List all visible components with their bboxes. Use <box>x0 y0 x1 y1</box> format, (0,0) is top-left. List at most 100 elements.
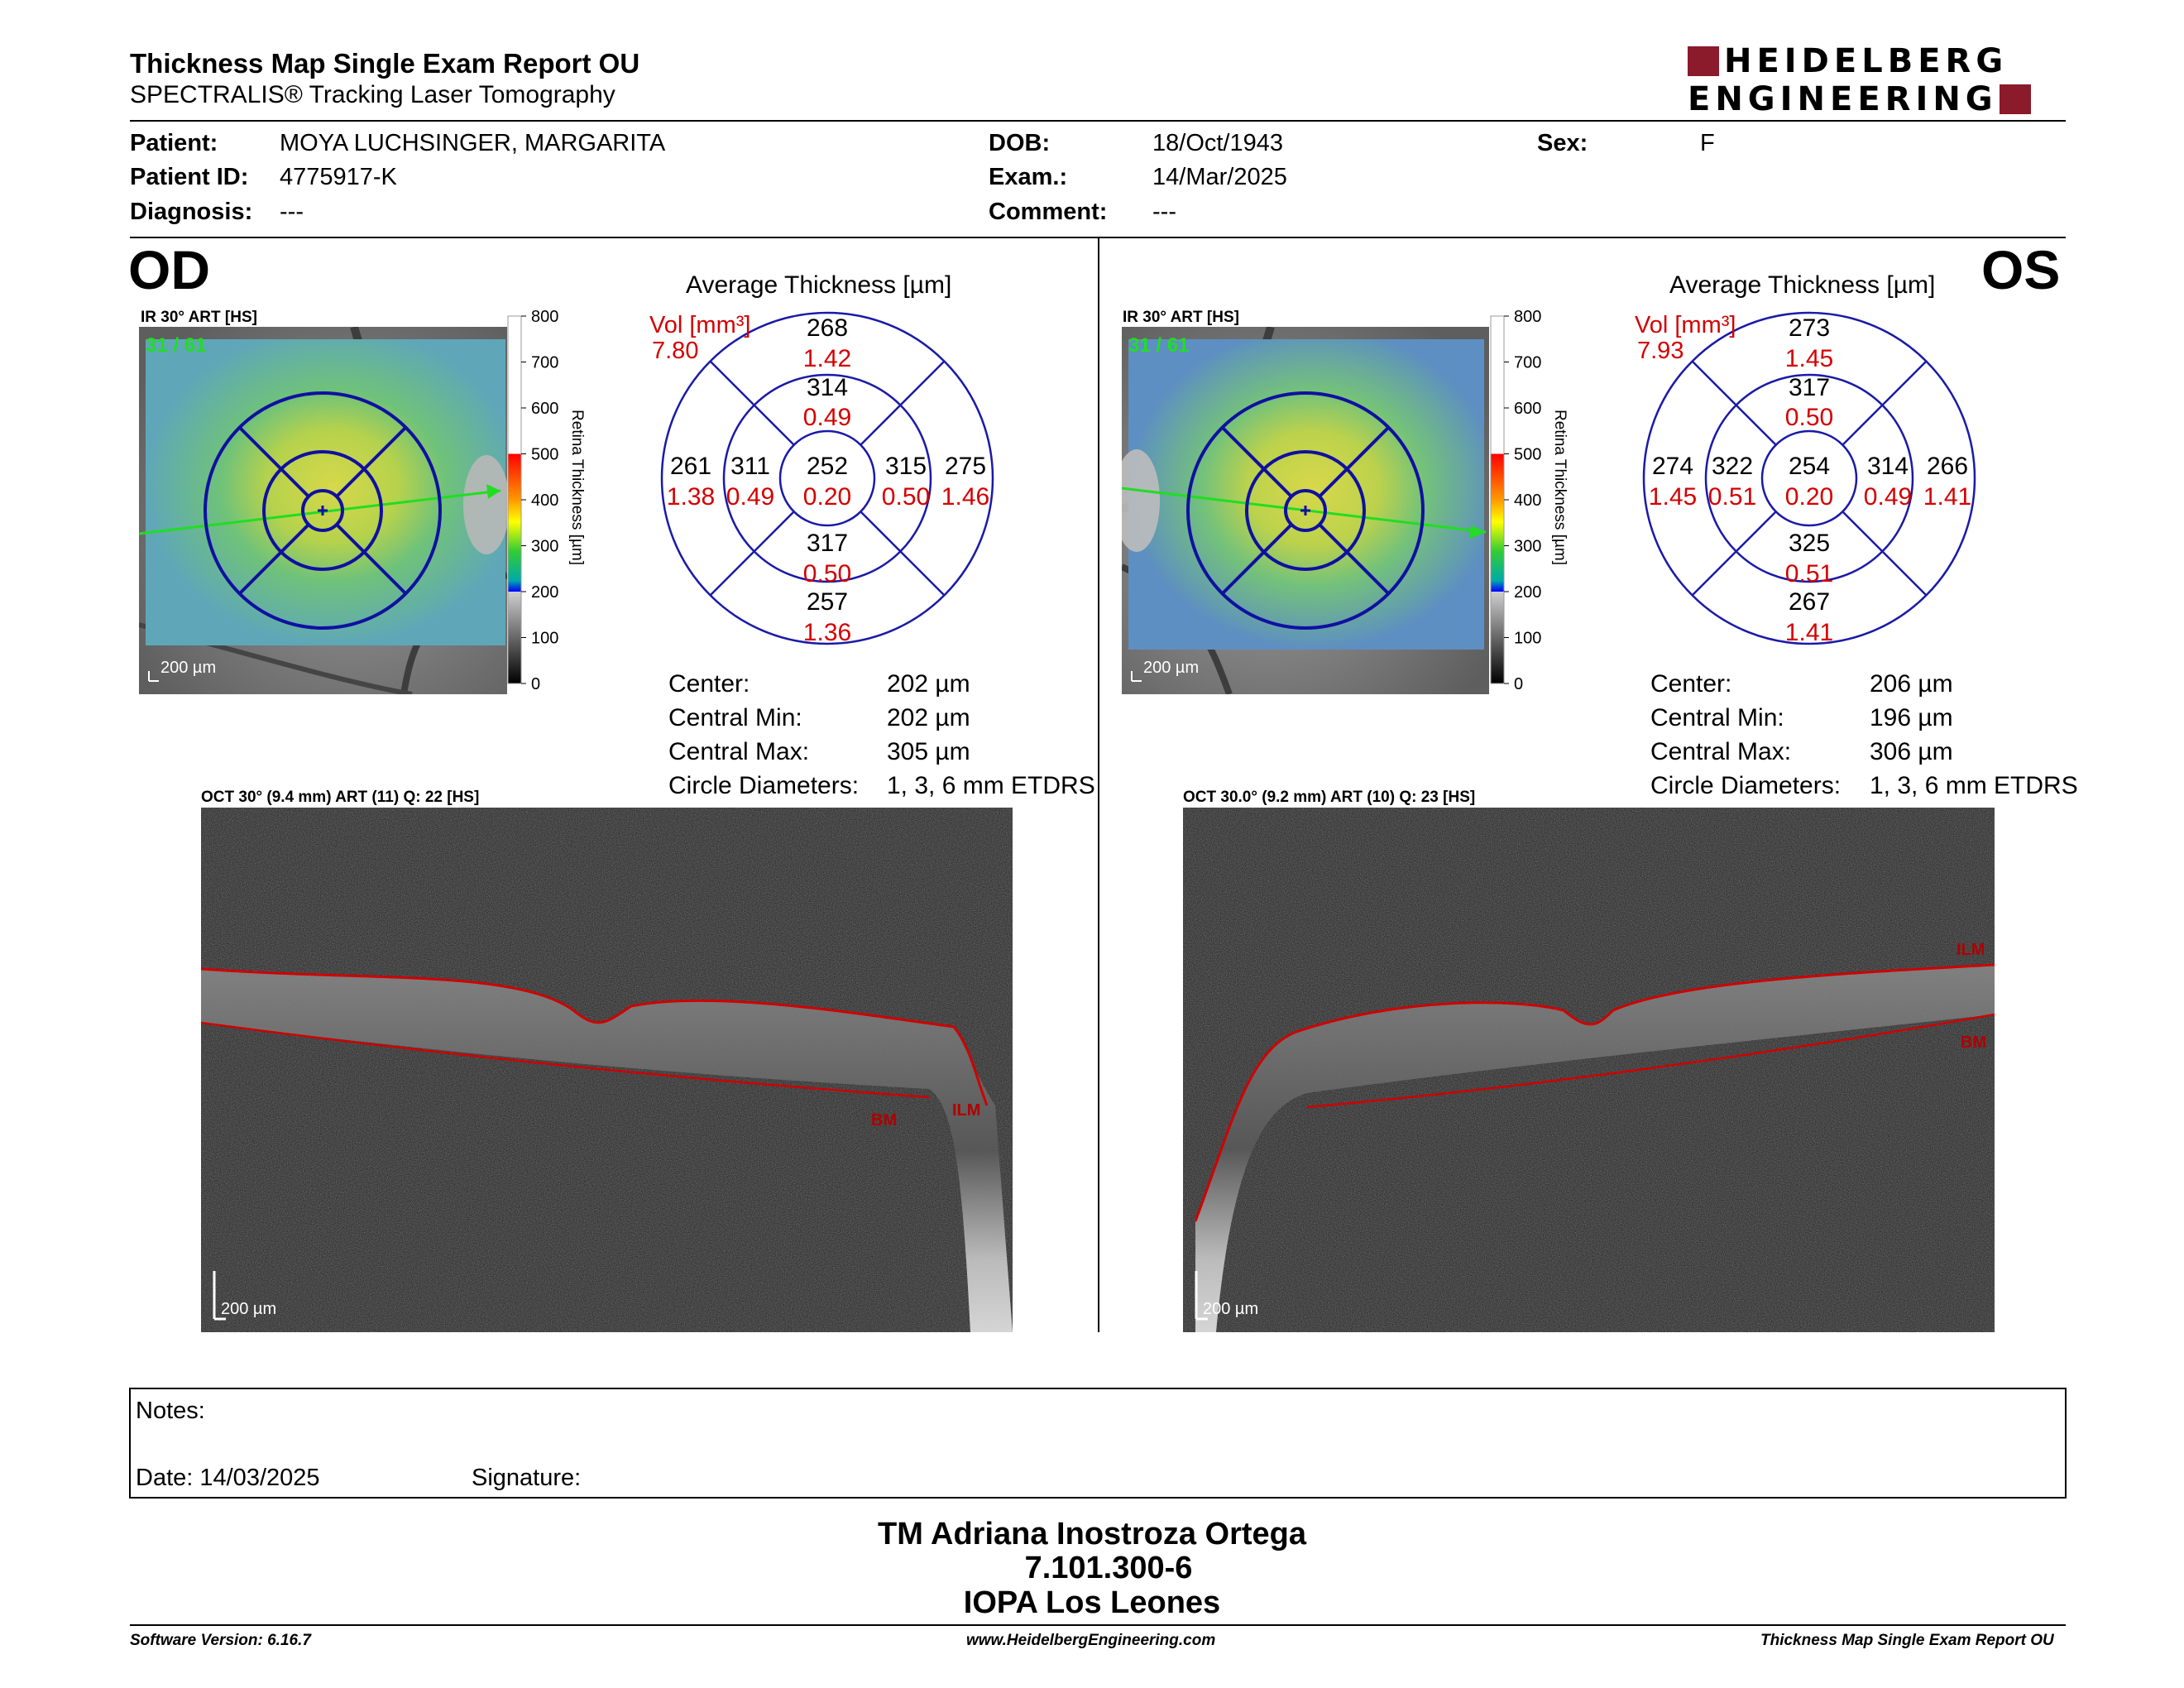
colorbar-tick-label: 700 <box>1514 354 1541 372</box>
od-outer-sup-volume: 1.42 <box>803 345 851 372</box>
colorbar-tick-label: 300 <box>531 538 558 556</box>
od-colorbar: 800 700 600 500 400 300 200 100 0 Retina Thickne… <box>507 310 586 691</box>
os-outer-inf-volume: 1.41 <box>1785 619 1833 646</box>
sex-value: F <box>1700 130 1715 156</box>
od-colorbar-label: Retina Thickness [µm] <box>568 410 586 565</box>
comment-value: --- <box>1152 199 1176 225</box>
colorbar-tick-label: 700 <box>531 354 558 372</box>
os-ir-scale: 200 µm <box>1143 659 1199 677</box>
od-etdrs-grid: Vol [mm³] 7.80 268 1.42 314 0.49 261 1.3… <box>649 311 994 646</box>
od-inner-inf-volume: 0.50 <box>803 560 851 587</box>
os-inner-nas-volume: 0.49 <box>1864 483 1912 511</box>
os-label: OS <box>1981 239 2061 300</box>
colorbar-tick-label: 500 <box>1514 446 1541 464</box>
os-central-min-label: Central Min: <box>1650 704 1784 731</box>
patient-id: 4775917-K <box>280 164 397 190</box>
date-label: Date: 14/03/2025 <box>136 1465 320 1491</box>
signature-label: Signature: <box>472 1465 582 1491</box>
od-ir-scale: 200 µm <box>160 659 216 677</box>
od-bm-label: BM <box>871 1111 897 1129</box>
patient-id-label: Patient ID: <box>130 164 249 190</box>
signer-institution: IOPA Los Leones <box>963 1585 1221 1620</box>
os-center-label: Center: <box>1650 670 1732 698</box>
report-title: Thickness Map Single Exam Report OU <box>130 48 640 79</box>
od-central-min-label: Central Min: <box>668 704 802 731</box>
notes-box <box>129 1388 2067 1499</box>
od-center-thickness: 252 <box>807 453 848 480</box>
logo-square-icon <box>1688 46 1719 76</box>
od-center-label: Center: <box>668 670 750 698</box>
patient-name: MOYA LUCHSINGER, MARGARITA <box>280 130 666 156</box>
comment-label: Comment: <box>989 199 1108 225</box>
signer-name: TM Adriana Inostroza Ortega <box>878 1517 1306 1551</box>
os-inner-inf-volume: 0.51 <box>1785 560 1833 587</box>
os-ir-caption: IR 30° ART [HS] <box>1123 309 1239 326</box>
os-inner-inf-thickness: 325 <box>1789 530 1830 557</box>
os-inner-temp-volume: 0.51 <box>1708 483 1756 511</box>
od-circle-diam-value: 1, 3, 6 mm ETDRS <box>887 772 1095 799</box>
sex-label: Sex: <box>1537 130 1588 156</box>
od-inner-inf-thickness: 317 <box>807 530 848 557</box>
os-thickness-map: 31 / 61 200 µm <box>1122 327 1489 694</box>
od-outer-temp-thickness: 261 <box>670 453 711 480</box>
os-ilm-label: ILM <box>1956 941 1985 959</box>
os-circle-diam-label: Circle Diameters: <box>1650 772 1842 799</box>
od-vol-value: 7.80 <box>652 338 698 364</box>
od-inner-temp-thickness: 311 <box>730 453 770 480</box>
signer-id: 7.101.300-6 <box>1024 1551 1193 1585</box>
eye-divider <box>1098 238 1099 1332</box>
software-version: Software Version: 6.16.7 <box>130 1632 311 1649</box>
od-oct-scale: 200 µm <box>221 1300 276 1318</box>
heidelberg-logo: HEIDELBERG ENGINEERING <box>1688 45 2068 119</box>
od-central-max-label: Central Max: <box>668 738 810 765</box>
diagnosis-label: Diagnosis: <box>130 199 253 225</box>
logo-line1: HEIDELBERG <box>1724 42 2009 80</box>
colorbar-tick-label: 500 <box>531 446 558 464</box>
od-ilm-label: ILM <box>952 1101 980 1120</box>
od-avg-title: Average Thickness [µm] <box>686 271 952 299</box>
od-outer-inf-thickness: 257 <box>807 588 848 616</box>
od-ir-caption: IR 30° ART [HS] <box>141 309 257 326</box>
dob-value: 18/Oct/1943 <box>1152 130 1283 156</box>
colorbar-tick-label: 200 <box>1514 583 1541 602</box>
colorbar-tick-label: 600 <box>531 400 558 418</box>
od-outer-temp-volume: 1.38 <box>667 483 715 511</box>
colorbar-tick-label: 0 <box>1514 675 1523 691</box>
os-avg-title: Average Thickness [µm] <box>1669 271 1936 299</box>
od-outer-sup-thickness: 268 <box>807 314 848 342</box>
od-vol-label: Vol [mm³] <box>649 312 750 338</box>
od-inner-sup-volume: 0.49 <box>803 404 851 431</box>
colorbar-tick-label: 400 <box>1514 492 1541 510</box>
os-oct-bscan: ILM BM 200 µm <box>1183 808 1995 1332</box>
os-outer-temp-volume: 1.45 <box>1649 483 1697 511</box>
colorbar-tick-label: 100 <box>531 630 558 648</box>
os-circle-diam-value: 1, 3, 6 mm ETDRS <box>1870 772 2078 799</box>
os-oct-scale: 200 µm <box>1203 1300 1258 1318</box>
logo-line2: ENGINEERING <box>1688 80 1998 118</box>
os-central-max-value: 306 µm <box>1870 738 1953 765</box>
od-central-max-value: 305 µm <box>887 738 970 765</box>
od-outer-nas-thickness: 275 <box>945 453 986 480</box>
os-vol-value: 7.93 <box>1637 338 1684 364</box>
os-outer-inf-thickness: 267 <box>1789 588 1830 616</box>
od-outer-nas-volume: 1.46 <box>941 483 989 511</box>
os-colorbar-label: Retina Thickness [µm] <box>1551 410 1569 565</box>
colorbar-tick-label: 600 <box>1514 400 1541 418</box>
colorbar-tick-label: 300 <box>1514 538 1541 556</box>
od-ir-quality: 31 / 61 <box>146 334 206 357</box>
notes-label: Notes: <box>136 1398 205 1424</box>
os-center-thickness: 254 <box>1789 453 1830 480</box>
colorbar-tick-label: 800 <box>531 310 558 326</box>
od-oct-bscan: BM ILM 200 µm <box>201 808 1013 1332</box>
os-inner-sup-volume: 0.50 <box>1785 404 1833 431</box>
logo-square-icon <box>1999 84 2031 114</box>
od-inner-sup-thickness: 314 <box>807 374 848 401</box>
od-inner-nas-thickness: 315 <box>885 453 927 480</box>
od-oct-caption: OCT 30° (9.4 mm) ART (11) Q: 22 [HS] <box>201 789 480 806</box>
od-center-volume: 0.20 <box>803 483 851 511</box>
divider <box>130 1624 2066 1626</box>
colorbar-tick-label: 400 <box>531 492 558 510</box>
footer-report-name: Thickness Map Single Exam Report OU <box>1760 1632 2054 1649</box>
exam-value: 14/Mar/2025 <box>1152 164 1287 190</box>
os-inner-nas-thickness: 314 <box>1867 453 1909 480</box>
